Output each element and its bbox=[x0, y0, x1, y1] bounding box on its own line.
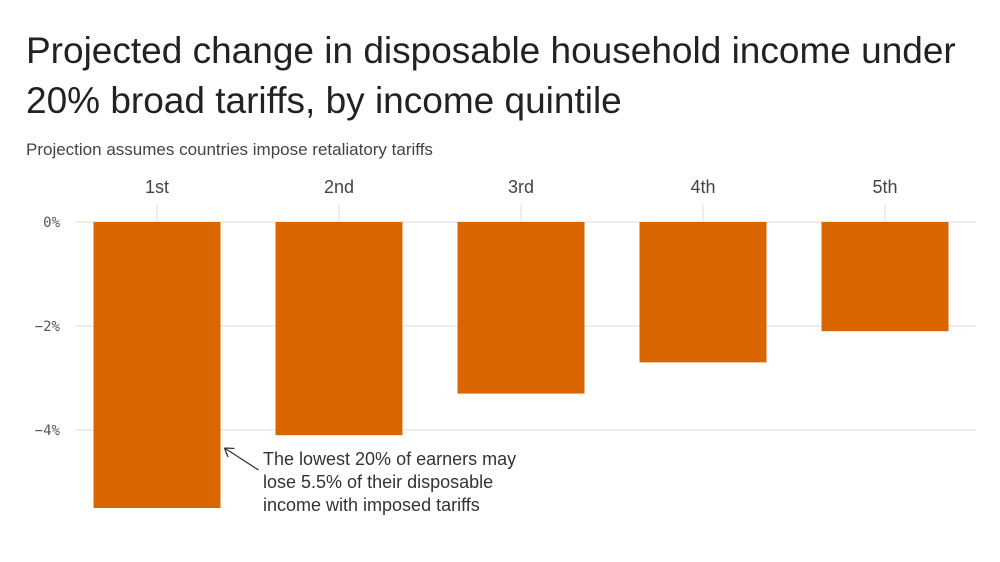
annotation-line: lose 5.5% of their disposable bbox=[263, 472, 493, 492]
annotation-line: income with imposed tariffs bbox=[263, 495, 480, 515]
y-axis-ticks: 0% −2% −4% bbox=[35, 215, 61, 439]
bar-3rd bbox=[457, 222, 585, 394]
chart-subtitle: Projection assumes countries impose reta… bbox=[26, 140, 433, 159]
annotation-text: The lowest 20% of earners may lose 5.5% o… bbox=[263, 449, 516, 515]
annotation-arrow-head bbox=[223, 447, 235, 458]
annotation-arrow-line bbox=[224, 447, 259, 471]
x-tick-label: 5th bbox=[872, 177, 897, 197]
x-tick-label: 2nd bbox=[324, 177, 354, 197]
bars bbox=[93, 222, 949, 508]
x-tick-label: 3rd bbox=[508, 177, 534, 197]
annotation: The lowest 20% of earners may lose 5.5% o… bbox=[223, 447, 516, 515]
bar-4th bbox=[639, 222, 767, 363]
x-tick-label: 1st bbox=[145, 177, 169, 197]
bar-5th bbox=[821, 222, 949, 332]
y-tick-label: −2% bbox=[35, 319, 61, 335]
y-tick-label: 0% bbox=[43, 215, 60, 231]
y-tick-label: −4% bbox=[35, 423, 61, 439]
bar-2nd bbox=[275, 222, 403, 436]
bar-1st bbox=[93, 222, 221, 508]
annotation-line: The lowest 20% of earners may bbox=[263, 449, 516, 469]
x-axis-ticks: 1st 2nd 3rd 4th 5th bbox=[145, 177, 898, 197]
x-tick-label: 4th bbox=[690, 177, 715, 197]
chart-title: Projected change in disposable household… bbox=[26, 30, 956, 121]
